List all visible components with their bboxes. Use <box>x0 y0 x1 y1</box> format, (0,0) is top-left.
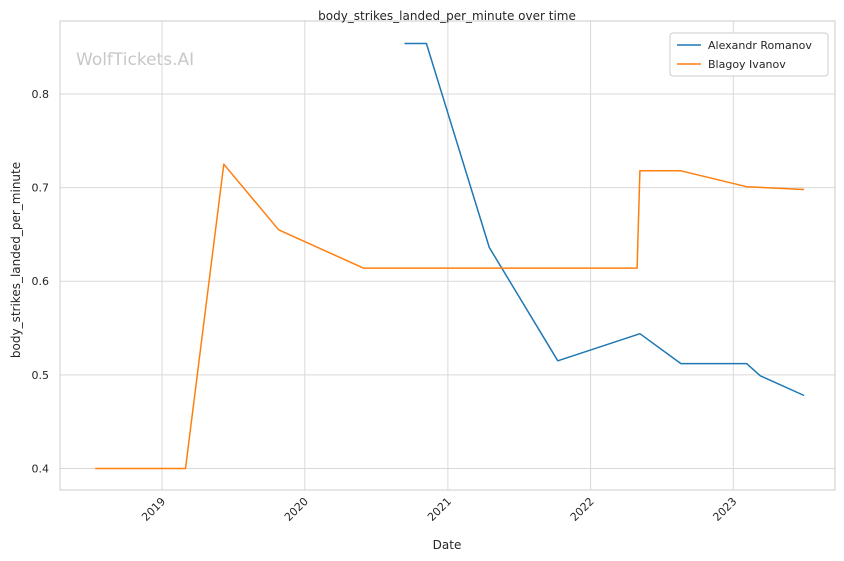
series-line-alexandr-romanov <box>404 42 805 397</box>
legend-label-alexandr-romanov: Alexandr Romanov <box>708 39 812 52</box>
y-tick-label: 0.6 <box>32 275 50 288</box>
y-tick-labels: 0.4 0.5 0.6 0.7 0.8 <box>32 88 50 475</box>
plot-frame <box>59 20 836 491</box>
y-axis-title: body_strikes_landed_per_minute <box>9 162 23 358</box>
y-tick-label: 0.5 <box>32 369 50 382</box>
y-tick-label: 0.4 <box>32 462 50 475</box>
grid-lines <box>60 21 835 490</box>
y-tick-label: 0.7 <box>32 182 50 195</box>
series-line-blagoy-ivanov <box>95 163 805 470</box>
series-layer <box>95 42 805 470</box>
legend-label-blagoy-ivanov: Blagoy Ivanov <box>708 58 786 71</box>
legend: Alexandr Romanov Blagoy Ivanov <box>669 32 829 77</box>
legend-box <box>669 32 829 77</box>
chart-title: body_strikes_landed_per_minute over time <box>318 9 576 23</box>
x-axis-title: Date <box>433 538 462 552</box>
y-tick-label: 0.8 <box>32 88 50 101</box>
watermark-text: WolfTickets.AI <box>76 50 194 70</box>
